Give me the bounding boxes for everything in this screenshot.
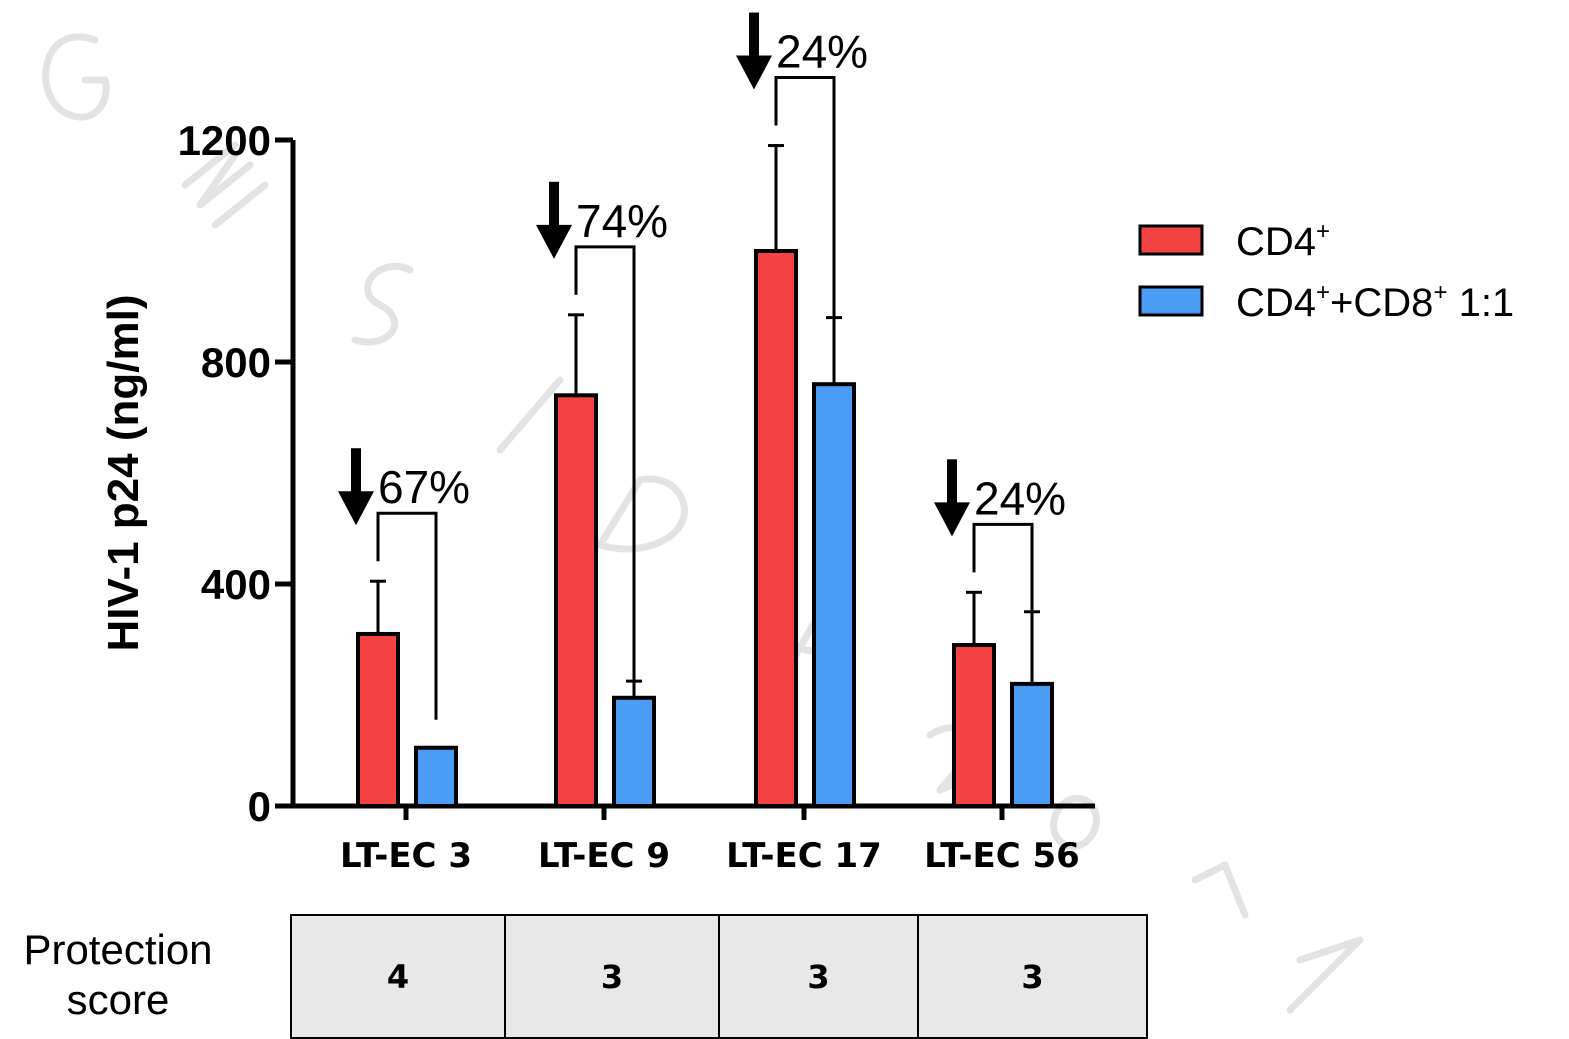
x-tick-label: LT-EC 17 (726, 836, 882, 876)
score-cell-lt-ec-17: 3 (718, 914, 919, 1039)
down-arrow-icon (934, 502, 970, 537)
comparison-bracket (574, 245, 636, 682)
y-axis-title: HIV-1 p24 (ng/ml) (99, 295, 148, 652)
down-arrow-icon (338, 491, 374, 526)
comparison-bracket (774, 76, 836, 318)
bar-cd4 (356, 631, 400, 809)
reduction-percent-label: 74% (576, 195, 668, 247)
bar-cd4-cd8 (812, 382, 856, 808)
reduction-percent-label: 24% (776, 26, 868, 78)
reduction-percent-label: 67% (378, 461, 470, 513)
legend-swatch-cd4-cd8 (1138, 285, 1204, 317)
bar-cd4-cd8 (1010, 681, 1054, 809)
protection-label-line2: score (66, 976, 170, 1023)
plot-area: 0 400 800 1200 HIV-1 p24 (ng/ml) LT-EC 3 67% LT… (99, 12, 1514, 876)
y-tick-label: 800 (201, 339, 271, 386)
arrow-shaft (749, 12, 759, 58)
down-arrow-icon (536, 224, 572, 259)
protection-score-row: 4 3 3 3 (290, 914, 1148, 1039)
score-cell-lt-ec-9: 3 (504, 914, 720, 1039)
bar-cd4 (554, 393, 598, 808)
protection-label-line1: Protection (23, 926, 213, 973)
arrow-shaft (947, 459, 957, 505)
bar-cd4 (952, 643, 996, 808)
score-cell-lt-ec-56: 3 (917, 914, 1148, 1039)
x-tick-label: LT-EC 56 (924, 836, 1080, 876)
legend-label-cd4: CD4+​ (1236, 218, 1330, 264)
y-tick-label: 0 (248, 783, 271, 830)
bar-cd4 (754, 249, 798, 808)
x-tick-label: LT-EC 3 (340, 836, 472, 876)
down-arrow-icon (736, 55, 772, 90)
x-tick-label: LT-EC 9 (538, 836, 670, 876)
y-tick-label: 400 (201, 561, 271, 608)
watermark (42, 33, 1364, 1014)
arrow-shaft (549, 181, 559, 227)
bar-cd4-cd8 (414, 745, 458, 808)
reduction-percent-label: 24% (974, 472, 1066, 524)
arrow-shaft (351, 448, 361, 494)
comparison-bracket (972, 522, 1034, 612)
protection-score-table: 4 3 3 3 (290, 914, 1148, 1039)
comparison-bracket (376, 511, 438, 720)
y-tick-label: 1200 (178, 117, 271, 164)
protection-score-label: Protection score (0, 925, 236, 1025)
bar-cd4-cd8 (612, 695, 656, 809)
legend-swatch-cd4 (1138, 224, 1204, 256)
legend-label-cd4-cd8: CD4+​+CD8+​ 1:1 (1236, 279, 1514, 325)
score-cell-lt-ec-3: 4 (290, 914, 506, 1039)
